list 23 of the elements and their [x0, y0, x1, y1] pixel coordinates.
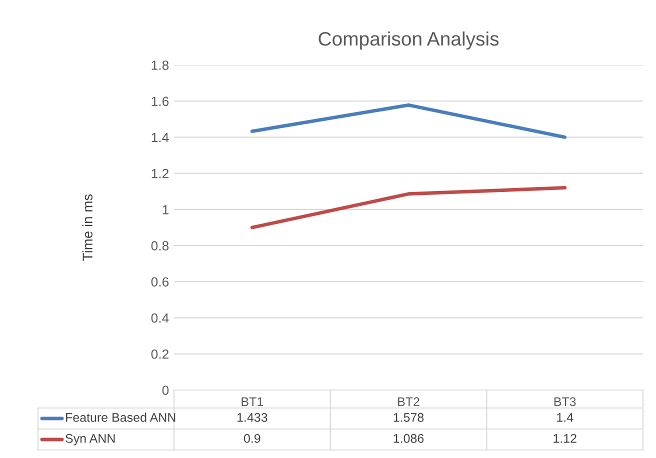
data-label: 1.12 — [554, 434, 576, 443]
data-label: 1.433 — [237, 413, 268, 422]
y-tick-label: 0.8 — [151, 241, 169, 250]
y-tick-label: 1.8 — [152, 60, 169, 70]
data-label: 1.4 — [557, 413, 574, 422]
data-label: 1.086 — [394, 434, 424, 443]
y-tick-label: 0.2 — [151, 349, 168, 359]
x-tick-label: BT1 — [242, 397, 264, 406]
y-tick-label: 0 — [162, 386, 169, 395]
chart-title: Comparison Analysis — [318, 31, 499, 50]
y-tick-label: 0.6 — [151, 277, 169, 287]
x-tick-label: BT2 — [398, 397, 420, 406]
legend-label: Syn ANN — [66, 434, 115, 446]
y-tick-label: 1.6 — [152, 96, 169, 106]
y-tick-label: 1 — [162, 205, 168, 214]
y-tick-label: 1.2 — [152, 168, 168, 178]
y-axis-title: Time in ms — [82, 194, 92, 261]
data-label: 1.578 — [394, 413, 424, 422]
y-tick-label: 1.4 — [152, 132, 169, 142]
legend-label: Feature Based ANN — [66, 412, 176, 422]
x-tick-label: BT3 — [554, 397, 576, 406]
data-label: 0.9 — [244, 434, 260, 443]
y-tick-label: 0.4 — [151, 313, 169, 323]
